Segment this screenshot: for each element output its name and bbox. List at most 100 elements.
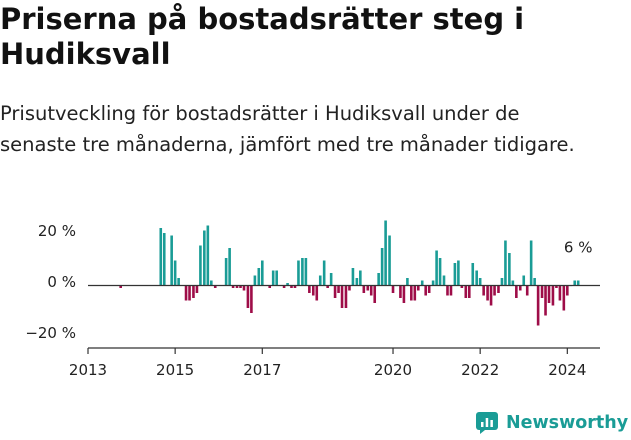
bar xyxy=(500,278,504,286)
y-tick-label-minus-20: −20 % xyxy=(25,324,76,342)
bar xyxy=(329,273,333,286)
bar xyxy=(235,285,239,288)
bar xyxy=(529,240,533,286)
bar xyxy=(562,285,566,311)
bar xyxy=(231,285,235,288)
bar xyxy=(362,285,366,293)
bar xyxy=(228,248,231,286)
bar xyxy=(213,285,217,288)
bar xyxy=(369,285,373,296)
bar xyxy=(315,285,319,301)
bar xyxy=(239,285,242,288)
newsworthy-logo-icon xyxy=(476,412,498,434)
bar xyxy=(177,278,180,286)
bar xyxy=(467,285,471,298)
bar xyxy=(522,275,526,286)
x-tick-label: 2020 xyxy=(374,361,412,379)
bar xyxy=(576,280,580,286)
bar xyxy=(257,268,261,286)
bar xyxy=(406,278,409,286)
x-tick-label: 2024 xyxy=(548,361,586,379)
bar xyxy=(471,263,475,286)
y-tick-label-20: 20 % xyxy=(38,222,76,240)
bar xyxy=(170,235,173,286)
bar xyxy=(206,225,210,286)
brand-name: Newsworthy xyxy=(506,413,629,433)
bar xyxy=(203,230,206,286)
y-axis: 20 % 0 % −20 % xyxy=(25,222,76,342)
bar xyxy=(326,285,329,288)
bar xyxy=(282,285,286,288)
bar xyxy=(442,275,446,286)
bar xyxy=(366,285,370,291)
bar xyxy=(551,285,555,306)
bar xyxy=(275,270,278,286)
bar xyxy=(290,285,293,288)
bar xyxy=(457,260,460,286)
bar xyxy=(424,285,427,296)
chart-subtitle: Prisutveckling för bostadsrätter i Hudik… xyxy=(0,102,575,156)
bar xyxy=(555,285,558,288)
bar xyxy=(475,270,478,286)
bar xyxy=(286,283,289,286)
bar xyxy=(184,285,188,301)
last-value-annotation: 6 % xyxy=(564,239,593,257)
bar xyxy=(544,285,547,316)
x-tick-label: 2022 xyxy=(461,361,499,379)
bar xyxy=(304,258,308,286)
bar xyxy=(322,260,326,286)
bar xyxy=(566,285,569,296)
bar xyxy=(399,285,402,298)
bar xyxy=(427,285,431,293)
bar xyxy=(340,285,344,308)
bar xyxy=(268,285,272,288)
bar xyxy=(162,233,166,286)
bar xyxy=(246,285,250,308)
bar xyxy=(446,285,449,296)
bar xyxy=(210,280,213,286)
bar xyxy=(337,285,340,293)
bar xyxy=(431,280,435,286)
bar xyxy=(410,285,413,301)
bar xyxy=(380,248,384,286)
bar xyxy=(333,285,337,298)
bar xyxy=(377,273,380,286)
bar xyxy=(199,245,202,286)
bar xyxy=(348,285,351,291)
bar xyxy=(508,253,511,286)
x-tick-label: 2015 xyxy=(156,361,194,379)
bar xyxy=(413,285,417,301)
bar xyxy=(271,270,275,286)
bar xyxy=(195,285,199,293)
bar xyxy=(384,220,387,286)
bar xyxy=(344,285,348,308)
bar xyxy=(497,285,500,293)
bar xyxy=(402,285,406,303)
bar xyxy=(250,285,253,313)
bar xyxy=(224,258,228,286)
newsworthy-logo[interactable]: Newsworthy xyxy=(476,406,628,440)
bar xyxy=(308,285,311,293)
bar xyxy=(438,258,442,286)
bar xyxy=(493,285,496,296)
bar xyxy=(253,275,257,286)
bar xyxy=(536,285,540,326)
bar-chart: 20 % 0 % −20 % 2013 2015 2017 2020 2022 2024 … xyxy=(25,220,600,379)
bar xyxy=(489,285,493,306)
bar xyxy=(351,268,355,286)
bar xyxy=(359,270,362,286)
bar xyxy=(518,285,522,291)
x-tick-label: 2017 xyxy=(243,361,281,379)
bar xyxy=(355,278,359,286)
bar xyxy=(482,285,485,296)
x-axis: 2013 2015 2017 2020 2022 2024 xyxy=(69,348,586,379)
bar xyxy=(293,285,297,288)
bar xyxy=(486,285,489,301)
bar xyxy=(547,285,551,303)
bar xyxy=(391,285,395,293)
bar xyxy=(388,235,391,286)
y-tick-label-0: 0 % xyxy=(47,273,76,291)
bar xyxy=(416,285,420,291)
bar xyxy=(558,285,562,301)
bar xyxy=(420,280,424,286)
